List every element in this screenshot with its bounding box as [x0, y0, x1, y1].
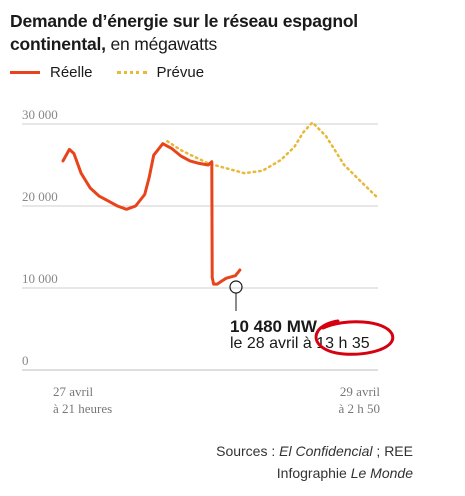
annotation-point-circle [229, 280, 243, 294]
series-line-actual [61, 142, 242, 286]
x-label-start-line1: 27 avril [53, 384, 93, 399]
x-label-start-line2: à 21 heures [53, 401, 112, 416]
legend: Réelle Prévue [10, 60, 204, 84]
chart-title: Demande d’énergie sur le réseau espagnol… [10, 10, 450, 56]
series-line-forecast [166, 121, 378, 198]
annotation-date: le 28 avril à 13 h 35 [230, 335, 370, 352]
source-ree: ; REE [372, 443, 413, 459]
chart-title-unit: en mégawatts [110, 34, 218, 54]
y-tick-label-0: 0 [22, 353, 29, 368]
legend-swatch-forecast [116, 70, 147, 74]
chart-title-main: Demande d’énergie sur le réseau espagnol… [10, 11, 358, 54]
annotation-value: 10 480 MW [230, 317, 318, 336]
source-el-confidencial: El Confidencial [279, 443, 373, 459]
credit-prefix: Infographie [276, 465, 351, 481]
sources: Sources : El Confidencial ; REE Infograp… [216, 440, 413, 484]
x-label-end-line1: 29 avril [340, 384, 380, 399]
credit-le-monde: Le Monde [350, 465, 413, 481]
x-label-end-line2: à 2 h 50 [338, 401, 380, 416]
legend-swatch-actual [10, 70, 40, 74]
sources-line-1: Sources : El Confidencial ; REE [216, 440, 413, 462]
y-tick-label-20000: 20 000 [22, 189, 58, 204]
legend-label-actual: Réelle [50, 63, 93, 81]
sources-prefix: Sources : [216, 443, 280, 459]
y-tick-label-10000: 10 000 [22, 271, 58, 286]
annotation-highlight-circle [314, 319, 395, 356]
y-tick-label-30000: 30 000 [22, 107, 58, 122]
sources-line-2: Infographie Le Monde [216, 462, 413, 484]
legend-label-forecast: Prévue [156, 63, 205, 81]
